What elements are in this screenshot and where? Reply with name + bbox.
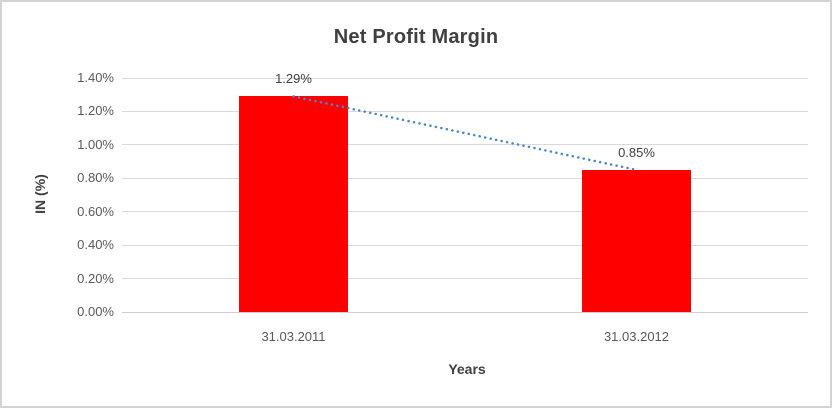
- y-gridline: [122, 110, 808, 112]
- bar-31.03.2012: [582, 169, 691, 312]
- x-axis-title: Years: [448, 361, 486, 377]
- y-gridline: [122, 144, 808, 146]
- y-tick-label: 0.20%: [77, 270, 114, 286]
- y-tick-label: 1.20%: [77, 103, 114, 119]
- y-gridline: [122, 177, 808, 179]
- x-category-label: 31.03.2011: [261, 329, 326, 344]
- y-tick-label: 1.00%: [77, 136, 114, 152]
- x-category-label: 31.03.2012: [603, 329, 670, 344]
- x-axis-line: [122, 311, 808, 313]
- y-gridline: [122, 278, 808, 280]
- chart-title: Net Profit Margin: [333, 26, 499, 48]
- bar-value-label: 1.29%: [275, 71, 312, 87]
- y-gridline: [122, 77, 808, 79]
- trendline-path: [292, 95, 638, 172]
- bar-31.03.2011: [239, 96, 348, 312]
- plot-area: [122, 77, 808, 313]
- y-tick-label: 0.00%: [77, 304, 114, 319]
- y-gridline: [122, 244, 808, 246]
- trendline: [292, 95, 638, 172]
- y-tick-label: 0.80%: [77, 170, 114, 186]
- y-gridline: [122, 211, 808, 213]
- y-tick-label: 1.40%: [77, 70, 114, 85]
- y-tick-label: 0.40%: [77, 237, 114, 253]
- bar-value-label: 0.85%: [618, 144, 655, 160]
- y-tick-label: 0.60%: [77, 203, 114, 219]
